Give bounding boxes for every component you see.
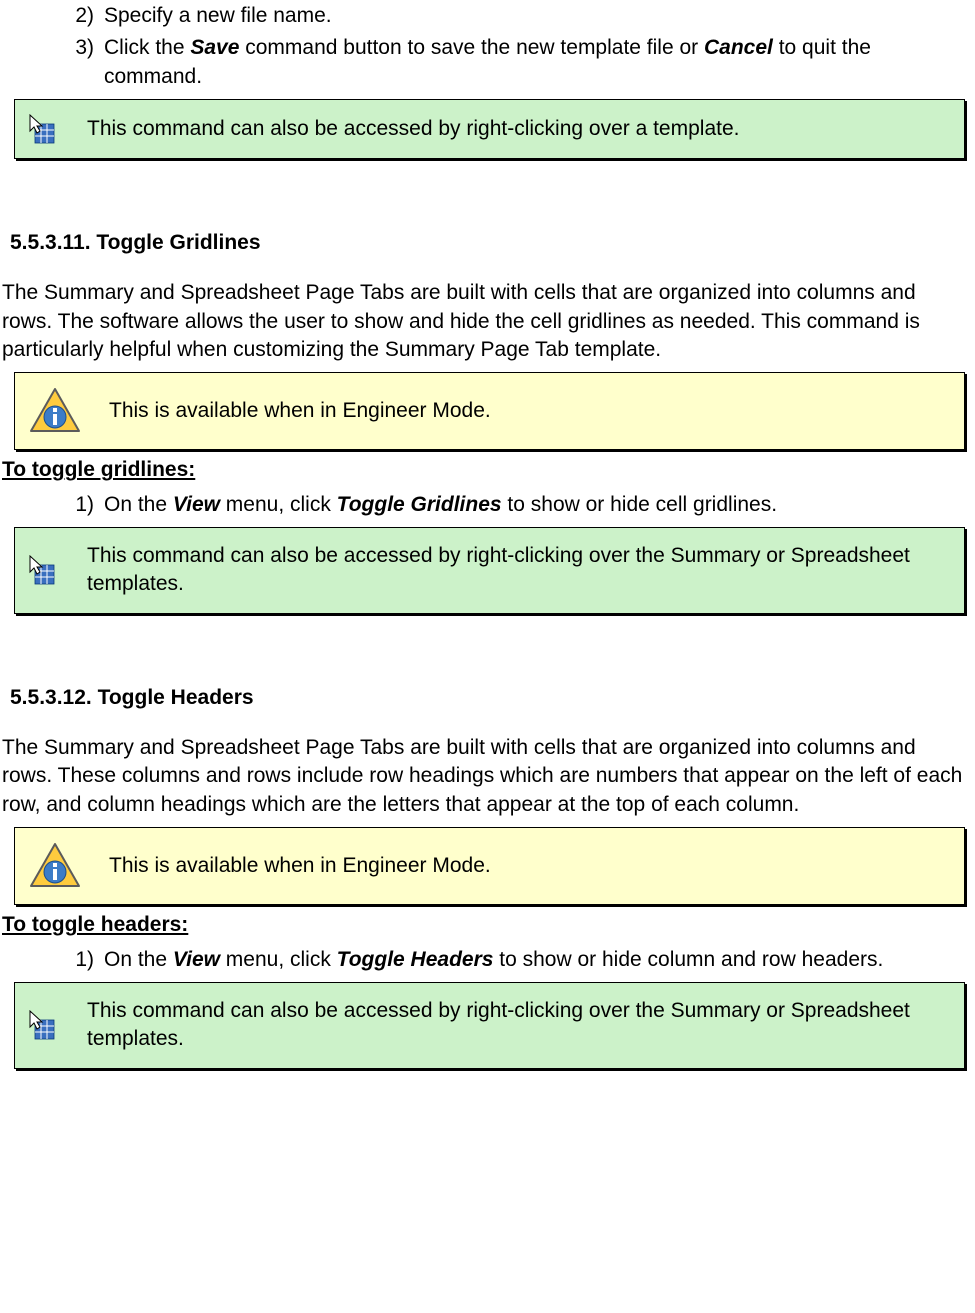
emphasis: View: [173, 493, 220, 516]
emphasis: Toggle Gridlines: [337, 493, 502, 516]
list-item: 1) On the View menu, click Toggle Header…: [60, 946, 975, 974]
tip-text: This command can also be accessed by rig…: [87, 115, 950, 143]
list-number: 3): [60, 34, 104, 91]
body-paragraph: The Summary and Spreadsheet Page Tabs ar…: [2, 279, 971, 364]
section-heading: 5.5.3.12. Toggle Headers: [10, 684, 975, 712]
procedure-heading: To toggle headers:: [2, 911, 975, 939]
info-triangle-icon: [29, 842, 81, 890]
emphasis: Toggle Headers: [337, 948, 494, 971]
tip-text: This command can also be accessed by rig…: [87, 542, 950, 599]
procedure-heading: To toggle gridlines:: [2, 456, 975, 484]
tip-box: This command can also be accessed by rig…: [14, 99, 965, 159]
tip-icon-col: [25, 114, 87, 144]
text-run: On the: [104, 493, 173, 516]
text-run: to show or hide cell gridlines.: [502, 493, 777, 516]
info-text: This is available when in Engineer Mode.: [109, 397, 950, 425]
list-text: On the View menu, click Toggle Headers t…: [104, 946, 965, 974]
info-triangle-icon: [29, 387, 81, 435]
tip-icon-col: [25, 555, 87, 585]
list-item: 3) Click the Save command button to save…: [60, 34, 975, 91]
text-run: On the: [104, 948, 173, 971]
cursor-spreadsheet-icon: [29, 1010, 55, 1040]
list-number: 1): [60, 491, 104, 519]
text-run: command button to save the new template …: [239, 36, 704, 59]
emphasis: Save: [190, 36, 239, 59]
list-item: 1) On the View menu, click Toggle Gridli…: [60, 491, 975, 519]
cursor-spreadsheet-icon: [29, 555, 55, 585]
info-icon-col: [25, 387, 109, 435]
list-text: Specify a new file name.: [104, 2, 965, 30]
text-run: to show or hide column and row headers.: [493, 948, 883, 971]
section-heading: 5.5.3.11. Toggle Gridlines: [10, 229, 975, 257]
document-page: 2) Specify a new file name. 3) Click the…: [0, 2, 975, 1099]
list-number: 1): [60, 946, 104, 974]
emphasis: Cancel: [704, 36, 773, 59]
tip-text: This command can also be accessed by rig…: [87, 997, 950, 1054]
step-list: 1) On the View menu, click Toggle Gridli…: [0, 491, 975, 519]
body-paragraph: The Summary and Spreadsheet Page Tabs ar…: [2, 734, 971, 819]
tip-icon-col: [25, 1010, 87, 1040]
info-box: This is available when in Engineer Mode.: [14, 827, 965, 905]
info-icon-col: [25, 842, 109, 890]
emphasis: View: [173, 948, 220, 971]
tip-box: This command can also be accessed by rig…: [14, 982, 965, 1069]
list-text: Click the Save command button to save th…: [104, 34, 965, 91]
list-text: On the View menu, click Toggle Gridlines…: [104, 491, 965, 519]
text-run: Click the: [104, 36, 190, 59]
step-list-top: 2) Specify a new file name. 3) Click the…: [0, 2, 975, 91]
text-run: menu, click: [220, 948, 337, 971]
step-list: 1) On the View menu, click Toggle Header…: [0, 946, 975, 974]
info-box: This is available when in Engineer Mode.: [14, 372, 965, 450]
tip-box: This command can also be accessed by rig…: [14, 527, 965, 614]
info-text: This is available when in Engineer Mode.: [109, 852, 950, 880]
list-number: 2): [60, 2, 104, 30]
cursor-spreadsheet-icon: [29, 114, 55, 144]
text-run: menu, click: [220, 493, 337, 516]
list-item: 2) Specify a new file name.: [60, 2, 975, 30]
